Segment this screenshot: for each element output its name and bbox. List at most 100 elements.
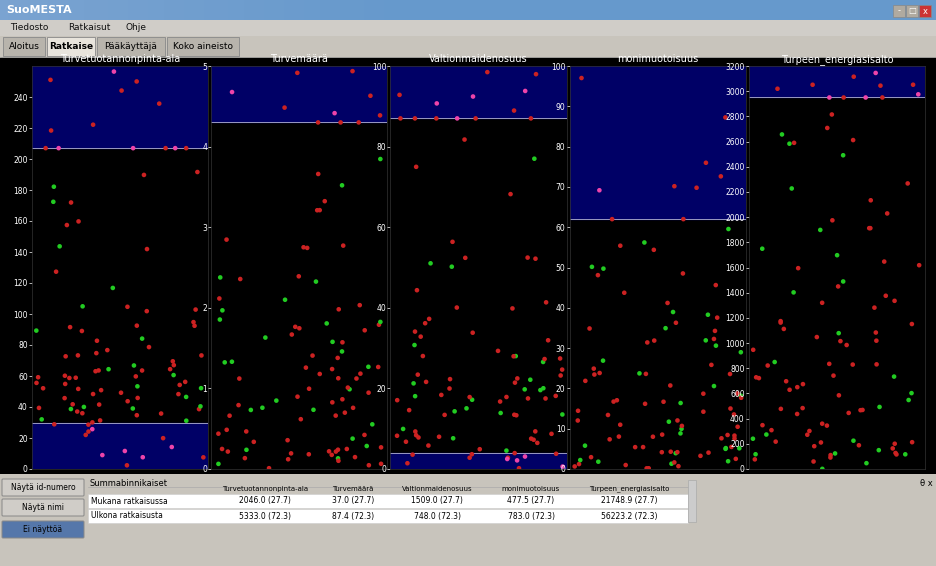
Point	[840, 341, 855, 350]
Point	[779, 377, 794, 386]
Point	[523, 375, 538, 384]
Point	[405, 450, 420, 459]
Point	[389, 431, 404, 440]
Text: Turvetuotannonpinta-ala: Turvetuotannonpinta-ala	[222, 486, 308, 492]
Point	[718, 113, 733, 122]
Point	[327, 109, 342, 118]
Point	[747, 455, 762, 464]
Point	[911, 90, 926, 99]
Point	[505, 304, 519, 313]
Point	[698, 158, 713, 168]
Bar	[280, 0, 284, 20]
Point	[126, 361, 141, 370]
Point	[904, 438, 919, 447]
Point	[791, 264, 806, 273]
Point	[754, 244, 769, 253]
Bar	[116, 0, 120, 20]
Point	[591, 457, 606, 466]
FancyBboxPatch shape	[2, 499, 84, 516]
Bar	[32, 422, 208, 469]
Bar	[0, 20, 936, 36]
Text: 2046.0 (27.7): 2046.0 (27.7)	[239, 496, 291, 505]
Point	[506, 352, 521, 361]
Point	[700, 310, 715, 319]
Point	[212, 273, 227, 282]
Bar	[204, 0, 208, 20]
Bar	[196, 0, 200, 20]
Point	[371, 362, 386, 371]
Point	[239, 427, 254, 436]
Point	[535, 358, 550, 367]
Point	[733, 348, 748, 357]
Point	[859, 458, 874, 468]
Point	[862, 224, 877, 233]
Point	[822, 359, 837, 368]
Point	[537, 354, 552, 363]
Point	[724, 443, 739, 452]
Point	[352, 301, 367, 310]
Point	[807, 441, 822, 451]
Text: 56223.2 (72.3): 56223.2 (72.3)	[601, 512, 657, 521]
Point	[726, 410, 741, 419]
Point	[836, 93, 851, 102]
Point	[113, 388, 128, 397]
Bar	[88, 509, 688, 523]
Bar	[47, 37, 95, 56]
Point	[863, 196, 878, 205]
Point	[901, 396, 916, 405]
Point	[877, 257, 892, 266]
Point	[357, 430, 372, 439]
Text: x: x	[923, 6, 928, 15]
Point	[342, 385, 357, 394]
Point	[749, 373, 764, 382]
Point	[62, 374, 77, 383]
Point	[782, 385, 797, 395]
Point	[592, 186, 607, 195]
Bar	[16, 0, 20, 20]
Bar	[108, 0, 112, 20]
Point	[462, 453, 477, 462]
Bar	[156, 0, 160, 20]
Point	[872, 402, 887, 411]
Point	[596, 264, 611, 273]
Point	[833, 337, 848, 346]
Bar	[32, 0, 36, 20]
Point	[35, 415, 50, 424]
Point	[723, 404, 738, 413]
Point	[730, 422, 745, 431]
Point	[819, 421, 834, 430]
Point	[422, 314, 437, 323]
Point	[666, 182, 681, 191]
Text: Aloitus: Aloitus	[8, 42, 39, 51]
Point	[325, 398, 340, 407]
Bar	[388, 0, 392, 20]
Point	[29, 378, 44, 387]
Bar	[352, 0, 356, 20]
Point	[813, 438, 828, 447]
Point	[345, 434, 360, 443]
Text: □: □	[908, 6, 916, 15]
Bar	[316, 0, 320, 20]
Point	[637, 399, 652, 408]
Bar	[148, 0, 152, 20]
Point	[120, 302, 135, 311]
Point	[654, 448, 669, 457]
Point	[592, 368, 607, 378]
Point	[586, 364, 601, 373]
Bar	[0, 474, 936, 566]
Point	[313, 370, 328, 379]
Point	[128, 372, 143, 381]
Point	[333, 118, 348, 127]
Point	[361, 388, 376, 397]
Bar	[180, 0, 184, 20]
Bar	[272, 0, 276, 20]
Bar	[328, 0, 332, 20]
Text: Turpeen_energiasisalto: Turpeen_energiasisalto	[589, 486, 669, 492]
Bar	[380, 0, 384, 20]
Bar	[128, 0, 132, 20]
Point	[212, 294, 227, 303]
Point	[353, 369, 368, 378]
Point	[158, 144, 173, 153]
Bar	[48, 0, 52, 20]
Point	[823, 451, 838, 460]
